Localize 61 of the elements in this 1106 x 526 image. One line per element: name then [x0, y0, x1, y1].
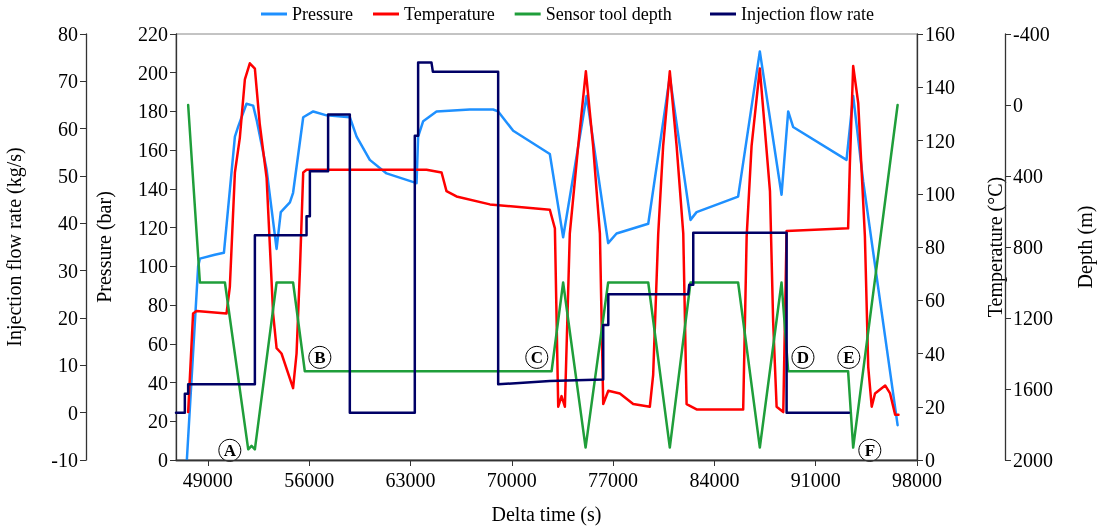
- y2-tick-label: 80: [925, 236, 945, 258]
- x-tick-label: 70000: [486, 469, 537, 491]
- annotation: F: [864, 440, 876, 460]
- x-tick-label: 91000: [790, 469, 841, 491]
- y-tick-label: 50: [58, 165, 78, 187]
- y3-tick-label: 1200: [1013, 307, 1053, 329]
- y2-tick-label: 0: [925, 449, 935, 471]
- y-tick-label: 0: [158, 449, 168, 471]
- y-tick-label: 40: [148, 371, 168, 394]
- y-tick-label: 80: [58, 23, 78, 45]
- x-tick-label: 56000: [284, 469, 335, 491]
- y-tick-label: 20: [58, 307, 78, 329]
- y-tick-label: 60: [148, 332, 168, 355]
- y2-tick-label: 100: [925, 182, 955, 205]
- y-tick-label: 30: [58, 259, 78, 282]
- x-tick-label: 84000: [689, 469, 740, 491]
- y2-tick-label: 20: [925, 395, 945, 418]
- y3-axis-title: Depth (m): [1074, 205, 1097, 289]
- y-tick-label: 60: [58, 117, 78, 140]
- y2-tick-label: 120: [925, 129, 955, 152]
- x-tick-label: 77000: [588, 469, 639, 491]
- y3-tick-label: 2000: [1013, 449, 1053, 471]
- y2-tick-label: 160: [925, 23, 955, 45]
- y3-tick-label: 1600: [1013, 378, 1053, 400]
- y2-tick-label: 140: [925, 76, 955, 99]
- y-tick-label: 160: [138, 139, 168, 162]
- legend-label: Pressure: [292, 4, 353, 24]
- y3-tick-label: 800: [1013, 236, 1043, 258]
- y-tick-label: 140: [138, 177, 168, 200]
- y2-tick-label: 40: [925, 342, 945, 365]
- y-tick-label: 120: [138, 216, 168, 239]
- y-tick-label: 100: [138, 255, 168, 278]
- annotation: C: [530, 347, 543, 367]
- y3-tick-label: -400: [1013, 23, 1050, 45]
- y-axis-title: Injection flow rate (kg/s): [3, 147, 26, 347]
- annotation: B: [314, 347, 326, 367]
- y-tick-label: 200: [138, 61, 168, 84]
- x-axis-title: Delta time (s): [491, 503, 602, 526]
- y-tick-label: 220: [138, 23, 168, 45]
- y-tick-label: 40: [58, 212, 78, 235]
- legend-label: Injection flow rate: [741, 4, 874, 24]
- y-tick-label: 180: [138, 100, 168, 123]
- legend-label: Temperature: [403, 4, 495, 24]
- y-tick-label: 80: [148, 294, 168, 317]
- y3-tick-label: 0: [1013, 94, 1023, 116]
- annotation: A: [223, 440, 237, 460]
- x-tick-label: 49000: [182, 469, 233, 491]
- y-tick-label: 20: [148, 410, 168, 433]
- y2-tick-label: 60: [925, 289, 945, 312]
- y-tick-label: 10: [58, 354, 78, 377]
- annotation: E: [843, 347, 855, 367]
- legend-label: Sensor tool depth: [545, 4, 672, 24]
- y-axis-title: Pressure (bar): [93, 191, 116, 303]
- y-tick-label: 70: [58, 70, 78, 93]
- y-tick-label: -10: [51, 449, 78, 471]
- x-tick-label: 63000: [385, 469, 436, 491]
- y2-axis-title: Temperature (°C): [984, 176, 1007, 318]
- y3-tick-label: 400: [1013, 165, 1043, 187]
- annotation: D: [796, 347, 810, 367]
- x-tick-label: 98000: [892, 469, 942, 491]
- y-tick-label: 0: [68, 401, 78, 424]
